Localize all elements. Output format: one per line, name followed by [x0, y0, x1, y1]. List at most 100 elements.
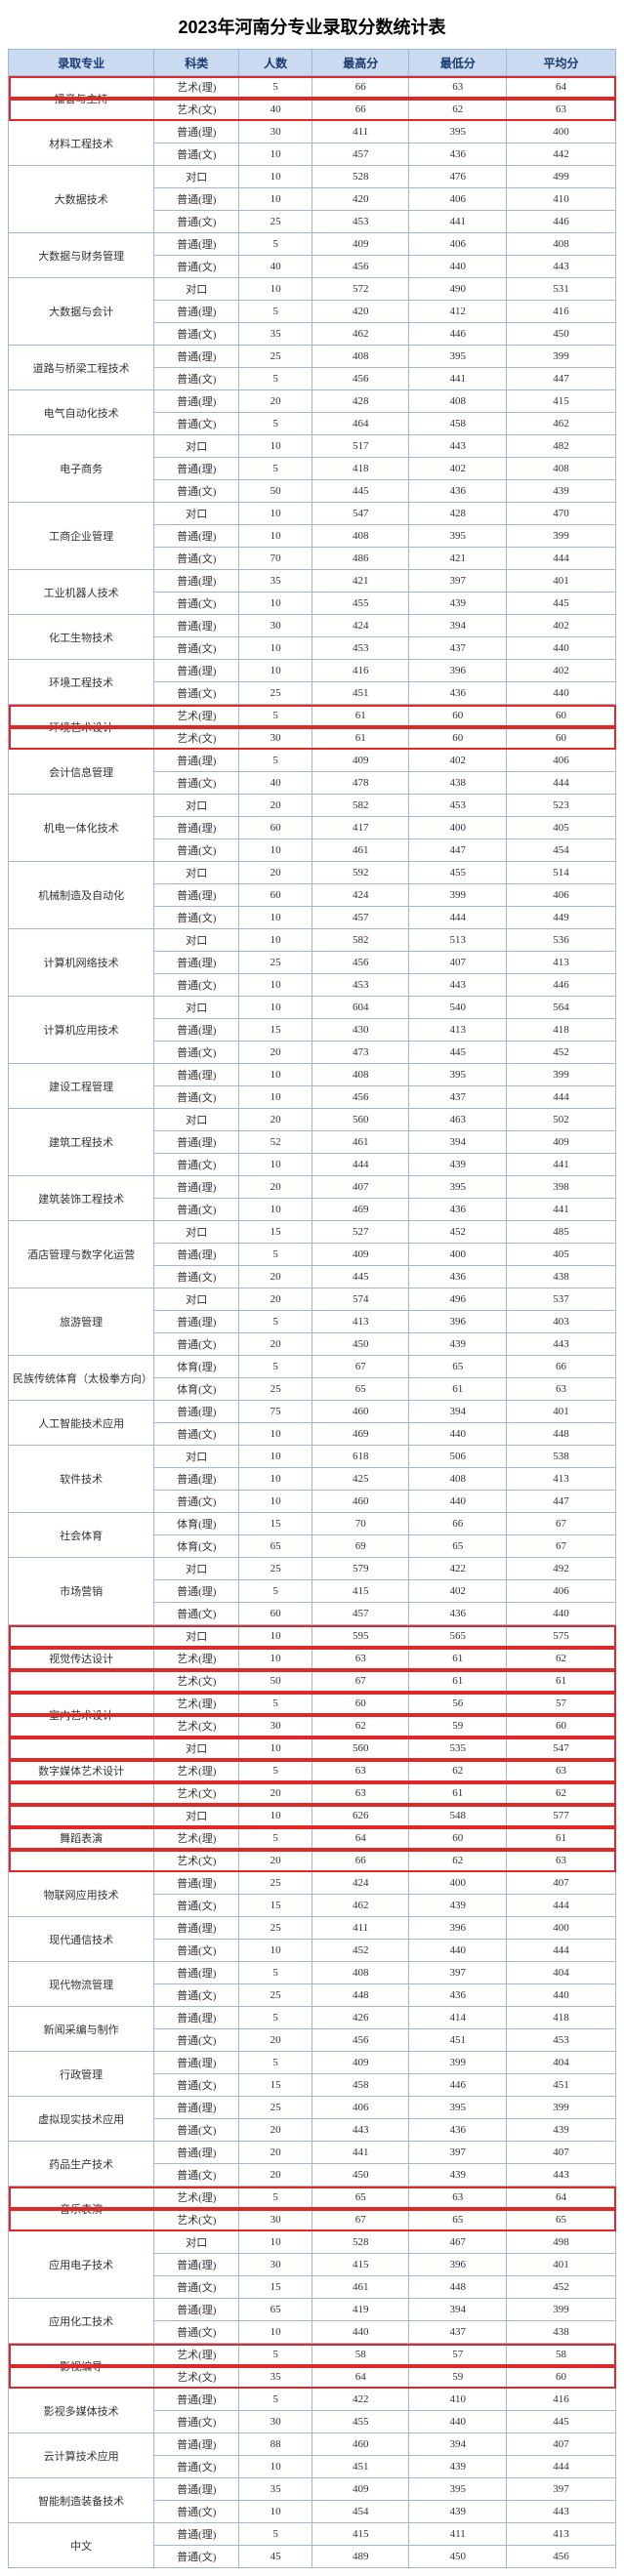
cat-cell: 普通(文) [154, 2411, 239, 2433]
cat-cell: 普通(理) [154, 1917, 239, 1940]
avg-cell: 60 [507, 1715, 616, 1738]
min-cell: 422 [409, 1558, 507, 1580]
cat-cell: 艺术(理) [154, 2187, 239, 2209]
table-row: 视觉传达设计对口10595565575 [9, 1625, 616, 1648]
table-row: 旅游管理对口20574496537 [9, 1288, 616, 1311]
min-cell: 63 [409, 76, 507, 99]
cat-cell: 艺术(文) [154, 727, 239, 750]
table-row: 建筑工程技术对口20560463502 [9, 1109, 616, 1131]
min-cell: 443 [409, 974, 507, 997]
major-cell: 虚拟现实技术应用 [9, 2097, 154, 2142]
table-row: 材料工程技术普通(理)30411395400 [9, 121, 616, 143]
count-cell: 10 [239, 435, 312, 458]
cat-cell: 艺术(文) [154, 2209, 239, 2231]
avg-cell: 404 [507, 2052, 616, 2074]
max-cell: 528 [312, 2231, 409, 2254]
min-cell: 65 [409, 1535, 507, 1558]
cat-cell: 普通(文) [154, 2276, 239, 2299]
avg-cell: 407 [507, 2142, 616, 2164]
max-cell: 408 [312, 1064, 409, 1086]
avg-cell: 470 [507, 503, 616, 525]
cat-cell: 普通(文) [154, 323, 239, 346]
max-cell: 528 [312, 166, 409, 188]
count-cell: 30 [239, 1715, 312, 1738]
min-cell: 445 [409, 1042, 507, 1064]
cat-cell: 普通(文) [154, 2119, 239, 2142]
max-cell: 409 [312, 750, 409, 772]
avg-cell: 547 [507, 1738, 616, 1760]
max-cell: 409 [312, 2052, 409, 2074]
max-cell: 574 [312, 1288, 409, 1311]
cat-cell: 艺术(文) [154, 99, 239, 121]
max-cell: 582 [312, 795, 409, 817]
avg-cell: 498 [507, 2231, 616, 2254]
cat-cell: 艺术(文) [154, 1670, 239, 1693]
avg-cell: 444 [507, 2456, 616, 2478]
cat-cell: 普通(文) [154, 548, 239, 570]
avg-cell: 492 [507, 1558, 616, 1580]
min-cell: 62 [409, 1850, 507, 1872]
max-cell: 65 [312, 1378, 409, 1401]
major-cell: 应用电子技术 [9, 2231, 154, 2299]
max-cell: 428 [312, 390, 409, 413]
avg-cell: 441 [507, 1199, 616, 1221]
count-cell: 5 [239, 1827, 312, 1850]
table-row: 大数据与财务管理普通(理)5409406408 [9, 233, 616, 256]
min-cell: 414 [409, 2007, 507, 2029]
min-cell: 451 [409, 2029, 507, 2052]
max-cell: 416 [312, 660, 409, 682]
max-cell: 63 [312, 1760, 409, 1782]
avg-cell: 440 [507, 682, 616, 705]
col-cat: 科类 [154, 50, 239, 76]
table-row: 舞蹈表演对口10626548577 [9, 1805, 616, 1827]
avg-cell: 399 [507, 1064, 616, 1086]
min-cell: 406 [409, 188, 507, 211]
avg-cell: 418 [507, 2007, 616, 2029]
cat-cell: 普通(文) [154, 1086, 239, 1109]
count-cell: 5 [239, 1244, 312, 1266]
cat-cell: 普通(文) [154, 772, 239, 795]
avg-cell: 403 [507, 1311, 616, 1333]
max-cell: 456 [312, 368, 409, 390]
cat-cell: 对口 [154, 1738, 239, 1760]
max-cell: 415 [312, 1580, 409, 1603]
avg-cell: 452 [507, 1042, 616, 1064]
max-cell: 62 [312, 1715, 409, 1738]
major-cell: 大数据与会计 [9, 278, 154, 346]
avg-cell: 454 [507, 839, 616, 862]
avg-cell: 399 [507, 2299, 616, 2321]
table-row: 药品生产技术普通(理)20441397407 [9, 2142, 616, 2164]
max-cell: 409 [312, 1244, 409, 1266]
max-cell: 453 [312, 211, 409, 233]
avg-cell: 408 [507, 233, 616, 256]
cat-cell: 普通(文) [154, 839, 239, 862]
avg-cell: 523 [507, 795, 616, 817]
cat-cell: 普通(理) [154, 2433, 239, 2456]
max-cell: 460 [312, 1401, 409, 1423]
max-cell: 408 [312, 525, 409, 548]
count-cell: 10 [239, 997, 312, 1019]
count-cell: 25 [239, 952, 312, 974]
avg-cell: 63 [507, 1760, 616, 1782]
cat-cell: 普通(文) [154, 368, 239, 390]
min-cell: 400 [409, 1244, 507, 1266]
avg-cell: 61 [507, 1670, 616, 1693]
max-cell: 450 [312, 1333, 409, 1356]
avg-cell: 64 [507, 2187, 616, 2209]
cat-cell: 对口 [154, 929, 239, 952]
min-cell: 437 [409, 637, 507, 660]
cat-cell: 体育(文) [154, 1535, 239, 1558]
max-cell: 453 [312, 637, 409, 660]
col-avg: 平均分 [507, 50, 616, 76]
min-cell: 395 [409, 346, 507, 368]
count-cell: 25 [239, 682, 312, 705]
avg-cell: 416 [507, 2389, 616, 2411]
cat-cell: 普通(理) [154, 1176, 239, 1199]
min-cell: 408 [409, 390, 507, 413]
cat-cell: 普通(理) [154, 615, 239, 637]
min-cell: 394 [409, 2433, 507, 2456]
count-cell: 15 [239, 1019, 312, 1042]
major-cell: 化工生物技术 [9, 615, 154, 660]
count-cell: 20 [239, 2164, 312, 2187]
count-cell: 88 [239, 2433, 312, 2456]
